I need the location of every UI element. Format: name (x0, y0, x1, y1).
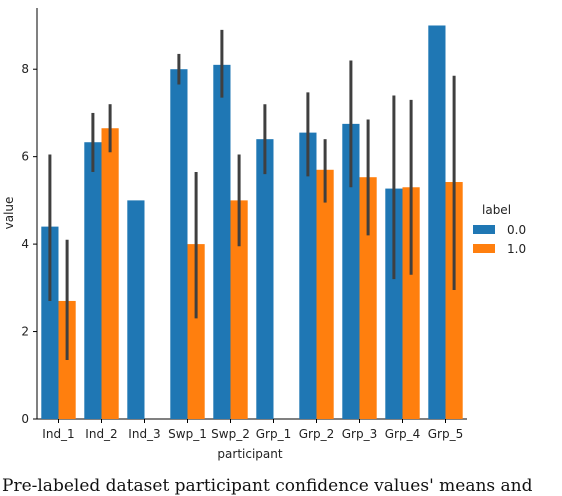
bar-Swp_2-0.0 (213, 64, 231, 419)
legend-entry-0: 0.0 (507, 223, 526, 237)
x-tick-label-Grp_2: Grp_2 (299, 427, 334, 441)
bar-Swp_1-0.0 (170, 69, 188, 419)
bars (41, 25, 463, 420)
bar-Grp_4-1.0 (402, 187, 420, 419)
y-axis-label: value (2, 197, 16, 230)
legend-swatch-0 (473, 225, 495, 234)
x-tick-label-Swp_2: Swp_2 (211, 427, 250, 441)
y-axis: 0 2 4 6 8 (21, 62, 37, 426)
x-tick-label-Grp_4: Grp_4 (385, 427, 420, 441)
bar-Grp_1-0.0 (256, 139, 274, 419)
y-tick-label-8: 8 (21, 62, 29, 76)
x-tick-label-Grp_1: Grp_1 (256, 427, 291, 441)
x-tick-label-Grp_5: Grp_5 (428, 427, 463, 441)
bar-Ind_1-0.0 (41, 226, 59, 419)
bar-Ind_2-0.0 (84, 142, 102, 420)
x-tick-label-Ind_2: Ind_2 (85, 427, 117, 441)
y-tick-label-4: 4 (21, 237, 29, 251)
bar-Grp_3-1.0 (359, 177, 377, 419)
bar-Grp_4-0.0 (385, 188, 403, 419)
bar-Ind_2-1.0 (101, 128, 119, 419)
figure-caption: Pre-labeled dataset participant confiden… (2, 476, 533, 496)
y-tick-label-6: 6 (21, 150, 29, 164)
x-axis-label: participant (217, 447, 282, 461)
bar-Ind_3-0.0 (127, 200, 145, 419)
legend-title: label (482, 203, 511, 217)
error-bars (48, 29, 456, 360)
x-tick-label-Grp_3: Grp_3 (342, 427, 377, 441)
legend: label 0.0 1.0 (473, 203, 526, 256)
x-tick-label-Ind_1: Ind_1 (42, 427, 74, 441)
legend-entry-1: 1.0 (507, 242, 526, 256)
bar-Grp_2-1.0 (316, 169, 334, 419)
x-tick-label-Ind_3: Ind_3 (128, 427, 160, 441)
y-tick-label-2: 2 (21, 325, 29, 339)
x-axis: Ind_1 Ind_2 Ind_3 Swp_1 Swp_2 Grp_1 Grp_2 Grp_3… (42, 419, 463, 441)
legend-swatch-1 (473, 244, 495, 253)
bar-Grp_3-0.0 (342, 123, 360, 420)
x-tick-label-Swp_1: Swp_1 (168, 427, 207, 441)
bar-chart: Ind_1 Ind_2 Ind_3 Swp_1 Swp_2 Grp_1 Grp_2 Grp_3… (2, 8, 526, 461)
bar-Grp_5-0.0 (428, 25, 446, 420)
y-tick-label-0: 0 (21, 412, 29, 426)
bar-Swp_1-1.0 (187, 244, 205, 419)
bar-Grp_5-1.0 (445, 182, 463, 419)
bar-Grp_2-0.0 (299, 132, 317, 420)
bar-Swp_2-1.0 (230, 200, 248, 419)
